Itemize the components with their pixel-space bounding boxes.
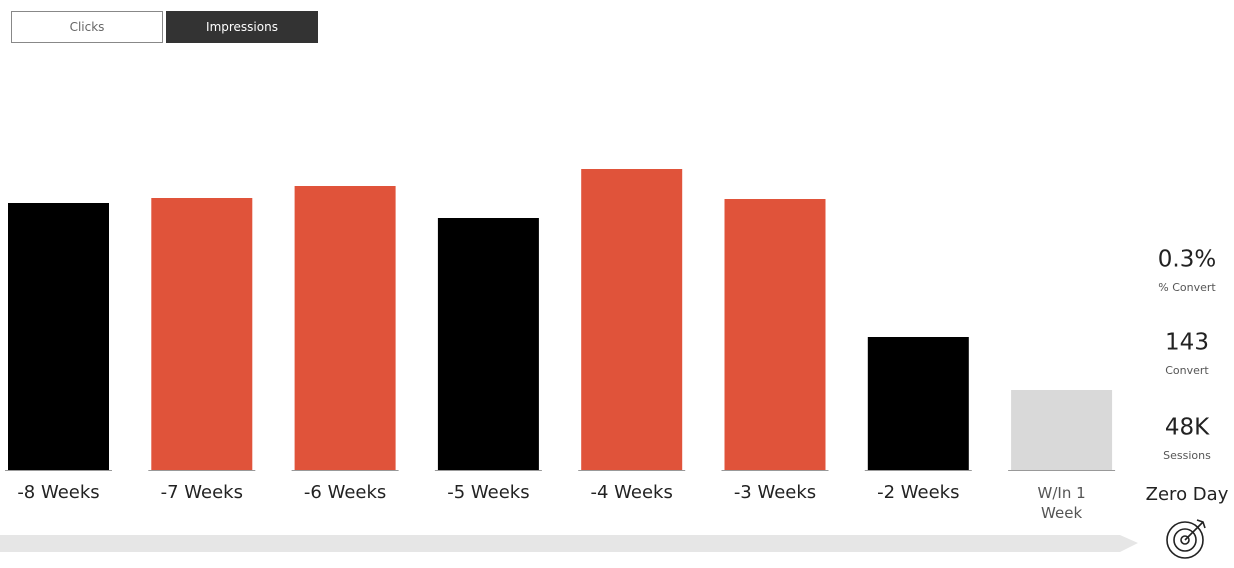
x-tick-label: -4 Weeks [590,483,673,503]
bar [294,186,396,470]
bar [867,337,969,470]
kpi-value: 0.3% [1158,247,1216,273]
impressions-button[interactable]: Impressions [166,11,318,43]
bar [151,198,253,470]
kpi-label: % Convert [1158,281,1216,294]
x-tick-label: -8 Weeks [17,483,100,503]
category-label-box: -8 Weeks [17,483,100,503]
kpi-value: 143 [1165,330,1209,356]
x-tick-label: W/In 1 Week [1037,484,1086,522]
category-label-box: -3 Weeks [733,483,817,503]
kpi-value: 48K [1165,415,1210,441]
target-icon [1166,519,1206,559]
category-label-box: -6 Weeks [303,483,387,503]
x-tick-label: -6 Weeks [303,483,387,503]
x-tick-label: -2 Weeks [877,483,960,503]
x-tick-label: -3 Weeks [733,483,817,503]
clicks-button[interactable]: Clicks [11,11,163,43]
bar [8,203,109,470]
x-tick-label: -7 Weeks [160,483,243,503]
bar [724,199,826,470]
bar [1011,390,1113,470]
category-label-box: -4 Weeks [590,483,673,503]
timeline-arrow [0,535,1138,552]
kpi-label: Convert [1165,364,1209,377]
x-tick-label: -5 Weeks [447,483,530,503]
category-label-box: -7 Weeks [160,483,243,503]
category-label-box: -5 Weeks [447,483,530,503]
bar [581,169,683,470]
category-label-box: -2 Weeks [877,483,960,503]
bar [437,218,539,470]
zero-day-label: Zero Day [1146,484,1229,505]
category-label-box: W/In 1 Week [1037,484,1086,522]
kpi-label: Sessions [1163,449,1211,462]
